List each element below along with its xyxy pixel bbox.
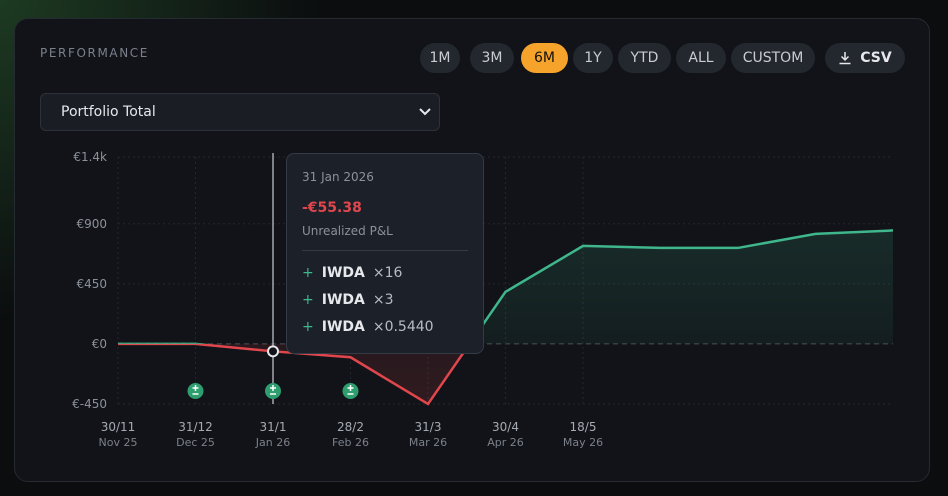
range-button[interactable]: 6M bbox=[521, 43, 568, 73]
y-tick-label: €1.4k bbox=[73, 150, 107, 164]
line-positive bbox=[118, 229, 894, 344]
tooltip-date: 31 Jan 2026 bbox=[302, 170, 374, 184]
hover-point bbox=[267, 345, 279, 358]
trade-marker-icon bbox=[270, 385, 276, 395]
range-button[interactable]: CUSTOM bbox=[731, 43, 815, 73]
trade-marker bbox=[342, 383, 359, 399]
range-button[interactable]: 1Y bbox=[573, 43, 613, 73]
trade-qty: ×0.5440 bbox=[372, 319, 434, 335]
x-tick-label: 31/3 bbox=[415, 420, 442, 434]
trade-sign: + bbox=[302, 292, 314, 308]
x-tick-sublabel: Apr 26 bbox=[487, 436, 524, 449]
x-tick-sublabel: Nov 25 bbox=[99, 436, 138, 449]
trade-qty: ×3 bbox=[372, 292, 394, 308]
x-tick-label: 18/5 bbox=[570, 420, 597, 434]
trade-marker bbox=[187, 383, 204, 399]
trade-qty: ×16 bbox=[372, 265, 403, 281]
x-tick-sublabel: Mar 26 bbox=[409, 436, 447, 449]
trade-ticker: IWDA bbox=[321, 319, 365, 335]
trade-marker bbox=[265, 383, 281, 399]
tooltip-label: Unrealized P&L bbox=[302, 224, 468, 251]
trade-sign: + bbox=[302, 265, 314, 281]
y-tick-label: €0 bbox=[92, 337, 107, 351]
chevron bbox=[419, 108, 431, 116]
csv-button[interactable]: CSV bbox=[825, 43, 905, 73]
section-title: PERFORMANCE bbox=[40, 46, 149, 60]
select-value: Portfolio Total bbox=[61, 104, 156, 120]
x-tick-label: 31/1 bbox=[260, 420, 287, 434]
line-negative bbox=[118, 343, 472, 406]
download-icon bbox=[839, 52, 851, 65]
trade-row: + IWDA ×3 bbox=[302, 292, 468, 309]
portfolio-select[interactable]: Portfolio Total bbox=[40, 93, 440, 131]
x-tick-sublabel: Feb 26 bbox=[332, 436, 369, 449]
trade-marker-icon bbox=[347, 385, 354, 395]
trade-row: + IWDA ×16 bbox=[302, 265, 468, 282]
x-tick-sublabel: Dec 25 bbox=[176, 436, 215, 449]
x-tick-label: 31/12 bbox=[178, 420, 213, 434]
trade-sign: + bbox=[302, 319, 314, 335]
y-tick-label: €-450 bbox=[72, 397, 107, 411]
x-tick-sublabel: May 26 bbox=[563, 436, 603, 449]
trade-ticker: IWDA bbox=[321, 265, 365, 281]
x-tick-label: 30/4 bbox=[492, 420, 519, 434]
trade-ticker: IWDA bbox=[321, 292, 365, 308]
y-tick-label: €450 bbox=[76, 277, 107, 291]
tooltip-value: -€55.38 bbox=[302, 200, 362, 216]
range-button[interactable]: 3M bbox=[470, 43, 514, 73]
range-button[interactable]: 1M bbox=[420, 43, 460, 73]
x-tick-label: 30/11 bbox=[101, 420, 136, 434]
trade-row: + IWDA ×0.5440 bbox=[302, 319, 468, 336]
area-positive bbox=[469, 230, 893, 344]
x-tick-label: 28/2 bbox=[337, 420, 364, 434]
tooltip: 31 Jan 2026 -€55.38 Unrealized P&L + IWDA… bbox=[286, 153, 484, 354]
range-button[interactable]: ALL bbox=[676, 43, 726, 73]
range-button[interactable]: YTD bbox=[618, 43, 671, 73]
y-tick-label: €900 bbox=[76, 217, 107, 231]
x-tick-sublabel: Jan 26 bbox=[255, 436, 290, 449]
trade-marker-icon bbox=[192, 385, 199, 395]
csv-label: CSV bbox=[860, 50, 892, 66]
